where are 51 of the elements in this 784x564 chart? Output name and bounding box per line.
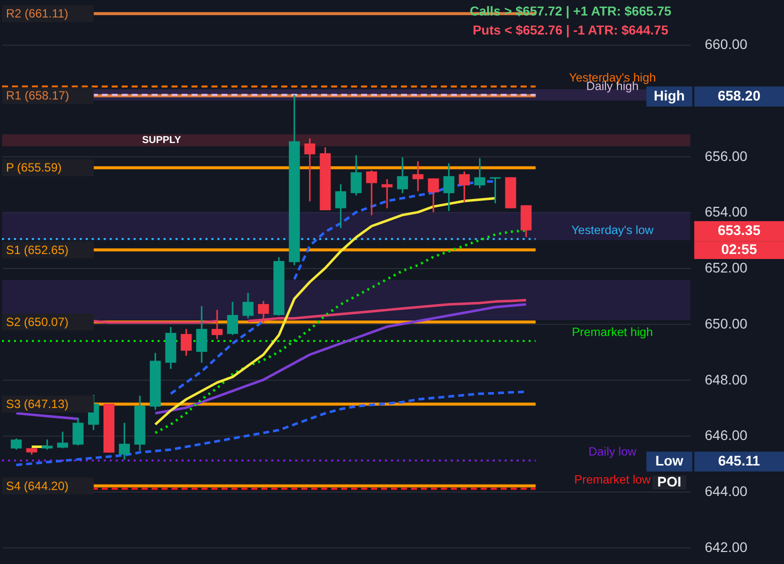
y-tick-label: 644.00 (704, 482, 748, 499)
y-tick-label: 646.00 (704, 427, 748, 444)
candlestick (57, 430, 68, 449)
ref-line-label: R2 (661.11) (6, 6, 68, 21)
ref-line-label: P (655.59) (6, 160, 62, 175)
candlestick (196, 305, 208, 364)
candlestick (335, 183, 346, 229)
y-tick-label: 648.00 (704, 371, 748, 388)
candlestick (458, 170, 470, 203)
candlestick (474, 158, 486, 189)
annotation: Puts < $652.76 | -1 ATR: $644.75 (472, 22, 668, 38)
ref-line-label: S4 (644.20) (6, 478, 68, 493)
y-tick-label: 656.00 (704, 148, 748, 164)
ref-line-label: Yesterday's low (571, 223, 654, 237)
candlestick (227, 301, 238, 336)
candlestick (180, 328, 192, 356)
candlestick (366, 170, 378, 216)
candlestick (258, 300, 269, 324)
text: High (654, 87, 685, 104)
y-tick-label: 642.00 (704, 538, 748, 555)
y-tick-label: 660.00 (704, 36, 748, 52)
text: 645.11 (718, 452, 760, 469)
candlestick (350, 154, 362, 196)
text: POI (657, 473, 682, 490)
ref-line-label: Premarket high (572, 324, 653, 339)
text: 658.20 (718, 87, 761, 104)
candlestick (212, 309, 223, 340)
candlestick (10, 438, 22, 450)
ref-line-label: Premarket low (574, 472, 651, 487)
y-tick-label: 650.00 (704, 315, 748, 332)
text: Low (655, 452, 684, 469)
candlestick (428, 178, 439, 213)
ref-line-label: S1 (652.65) (6, 242, 68, 257)
candlestick (72, 417, 84, 446)
candlestick (242, 292, 254, 320)
ref-line-label: S2 (650.07) (6, 314, 68, 329)
text: 02:55 (721, 241, 758, 258)
candlestick (42, 438, 53, 450)
text: 653.35 (718, 222, 761, 238)
y-tick-label: 654.00 (704, 204, 748, 220)
candlestick (397, 156, 408, 194)
candlestick (443, 162, 454, 212)
candlestick (412, 160, 424, 192)
y-tick-label: 652.00 (704, 260, 748, 276)
ref-line-label: R1 (658.17) (6, 88, 70, 103)
ref-line-label: Daily low (588, 444, 637, 459)
candlestick (382, 178, 393, 210)
band-label: SUPPLY (142, 135, 182, 146)
candlestick (304, 138, 316, 202)
ref-line-label: S3 (647.13) (6, 397, 68, 412)
candlestick (118, 422, 130, 460)
